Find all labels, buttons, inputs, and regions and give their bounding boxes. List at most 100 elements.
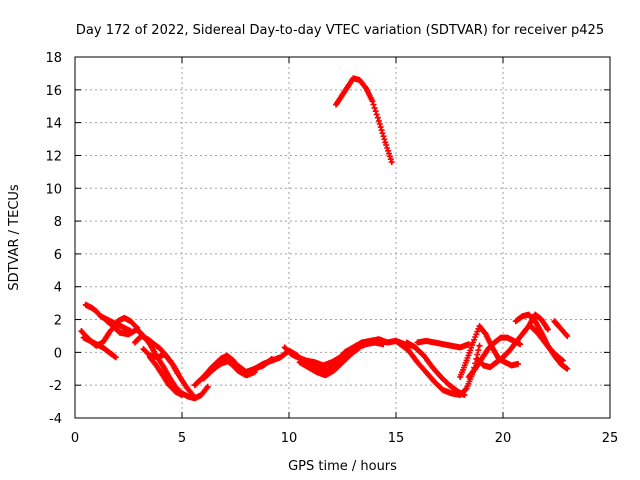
data-point xyxy=(488,365,492,369)
data-point xyxy=(334,360,338,364)
data-point xyxy=(415,340,419,345)
data-point xyxy=(505,335,509,340)
data-point xyxy=(340,360,345,364)
data-point xyxy=(447,383,452,387)
data-point xyxy=(180,393,184,397)
data-point xyxy=(186,395,191,399)
data-point xyxy=(191,393,195,397)
data-point xyxy=(535,331,539,335)
data-point xyxy=(154,363,158,368)
data-point xyxy=(116,319,120,323)
data-point xyxy=(161,373,165,377)
data-point xyxy=(178,375,182,379)
y-tick-label: 4 xyxy=(54,281,62,296)
data-point xyxy=(548,347,552,351)
data-point xyxy=(492,340,497,345)
data-point xyxy=(561,358,565,363)
data-point xyxy=(514,319,518,323)
data-point xyxy=(507,349,512,353)
series-track-20 xyxy=(474,311,551,371)
data-point xyxy=(465,386,469,391)
data-point xyxy=(377,119,381,123)
data-point xyxy=(229,362,233,366)
y-tick-label: 6 xyxy=(54,248,62,263)
data-point xyxy=(473,367,477,371)
data-point xyxy=(475,357,479,361)
data-point xyxy=(107,331,111,335)
data-point xyxy=(456,390,460,394)
data-point xyxy=(114,355,118,359)
data-point xyxy=(477,324,482,328)
data-point xyxy=(261,363,265,368)
data-point xyxy=(334,102,338,107)
data-point xyxy=(432,340,437,345)
y-tick-label: 2 xyxy=(54,314,62,329)
data-point xyxy=(347,83,351,87)
data-point xyxy=(450,344,454,348)
data-point xyxy=(184,385,188,389)
data-point xyxy=(218,357,223,361)
data-point xyxy=(501,355,505,359)
data-point xyxy=(244,373,248,377)
data-point xyxy=(289,352,293,356)
data-point xyxy=(413,345,417,350)
data-point xyxy=(81,335,86,340)
data-point xyxy=(529,324,533,328)
data-point xyxy=(527,313,531,317)
data-point xyxy=(351,76,355,80)
data-point xyxy=(298,360,302,364)
data-point xyxy=(99,314,103,318)
data-point xyxy=(441,388,445,392)
data-point xyxy=(315,370,319,374)
data-point xyxy=(236,368,240,373)
data-point xyxy=(424,339,428,343)
data-point xyxy=(270,357,274,361)
data-point xyxy=(439,375,443,379)
x-tick-label: 5 xyxy=(178,431,186,446)
data-point xyxy=(360,340,364,345)
data-point xyxy=(193,383,197,387)
data-point xyxy=(499,335,503,340)
data-point xyxy=(122,316,126,320)
data-point xyxy=(126,332,131,336)
data-point xyxy=(323,373,327,377)
data-point xyxy=(415,360,419,364)
data-point xyxy=(546,327,550,331)
y-tick-label: 16 xyxy=(45,84,62,99)
data-point xyxy=(477,344,482,348)
data-point xyxy=(533,313,537,317)
data-point xyxy=(430,365,434,369)
data-point xyxy=(559,362,563,366)
data-point xyxy=(364,86,368,90)
data-point xyxy=(141,347,146,351)
data-point xyxy=(484,332,488,336)
data-point xyxy=(467,375,471,379)
data-point xyxy=(253,370,257,374)
data-point xyxy=(400,344,405,348)
data-point xyxy=(321,363,325,368)
data-point xyxy=(520,332,524,336)
data-point xyxy=(152,342,156,346)
data-point xyxy=(206,385,210,389)
x-tick-label: 20 xyxy=(495,431,512,446)
data-point xyxy=(193,396,197,400)
data-point xyxy=(432,380,437,384)
data-point xyxy=(122,326,126,330)
series-track-17 xyxy=(414,337,472,351)
data-point xyxy=(90,306,94,310)
data-point xyxy=(278,355,283,359)
data-point xyxy=(308,362,312,366)
data-point xyxy=(533,319,537,323)
data-point xyxy=(471,340,475,345)
data-point xyxy=(340,93,345,97)
data-point xyxy=(377,337,381,341)
data-point xyxy=(565,334,569,338)
data-point xyxy=(554,354,559,358)
y-tick-label: 14 xyxy=(45,117,62,132)
data-point xyxy=(332,368,336,373)
data-point xyxy=(283,345,287,350)
data-point xyxy=(295,355,300,359)
series-track-23 xyxy=(551,318,571,339)
